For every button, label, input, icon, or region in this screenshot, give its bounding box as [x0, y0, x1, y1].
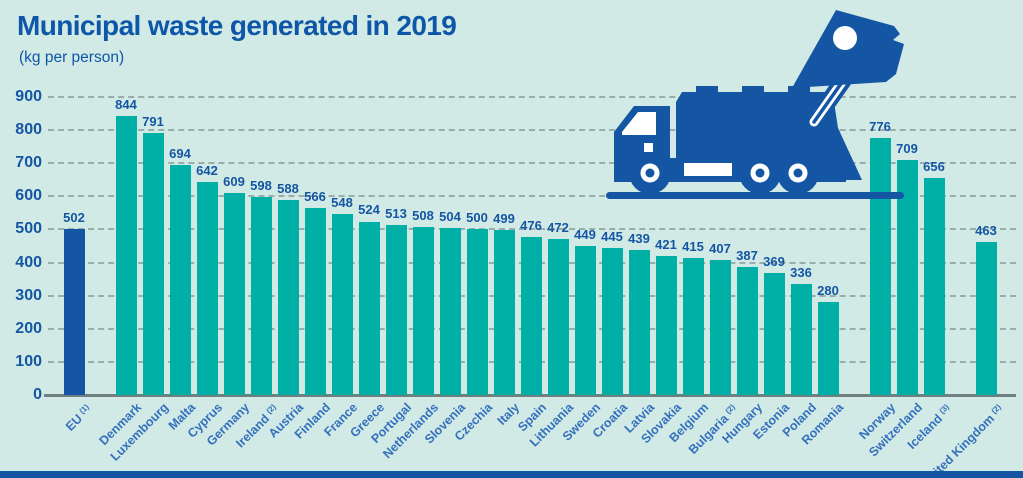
bar-value-luxembourg: 791 — [142, 114, 164, 130]
bar-latvia — [628, 249, 650, 395]
bar-value-belgium: 415 — [682, 238, 704, 254]
bar-portugal — [385, 225, 407, 395]
y-tick-label-300: 300 — [15, 286, 42, 304]
bar-value-iceland: 656 — [923, 158, 945, 174]
bar-value-switzerland: 709 — [896, 141, 918, 157]
bar-value-slovakia: 421 — [655, 236, 677, 252]
bar-estonia — [763, 272, 785, 395]
bar-austria — [277, 200, 299, 395]
bar-value-cyprus: 642 — [196, 163, 218, 179]
bar-denmark — [115, 115, 137, 395]
y-tick-label-0: 0 — [33, 386, 42, 403]
bar-finland — [304, 207, 326, 395]
bar-value-croatia: 445 — [601, 228, 623, 244]
y-tick-label-800: 800 — [15, 121, 42, 139]
bar-malta — [169, 165, 191, 395]
gridline-900 — [48, 96, 1016, 98]
bar-netherlands — [412, 226, 434, 395]
bar-germany — [223, 193, 245, 395]
bar-value-hungary: 387 — [736, 247, 758, 263]
bar-ireland — [250, 197, 272, 395]
bar-lithuania — [547, 238, 569, 395]
bar-greece — [358, 221, 380, 395]
gridline-500 — [48, 228, 1016, 231]
bar-slovenia — [439, 228, 461, 395]
bar-romania — [817, 302, 839, 395]
bar-eu — [63, 228, 85, 395]
bar-value-ireland: 598 — [250, 177, 272, 193]
bar-luxembourg — [142, 133, 164, 395]
bar-value-romania: 280 — [817, 283, 839, 299]
bar-value-finland: 566 — [304, 188, 326, 204]
bar-cyprus — [196, 182, 218, 395]
bar-value-poland: 336 — [790, 264, 812, 280]
bar-croatia — [601, 247, 623, 395]
bar-value-italy: 499 — [493, 210, 515, 226]
bar-value-denmark: 844 — [115, 96, 137, 112]
gridline-700 — [48, 162, 1016, 165]
truck-wheels — [629, 152, 819, 194]
bar-norway — [869, 138, 891, 395]
y-tick-label-100: 100 — [15, 352, 42, 370]
bar-value-greece: 524 — [358, 202, 380, 218]
bar-value-sweden: 449 — [574, 227, 596, 243]
bar-czechia — [466, 229, 488, 395]
truck-ground-line — [606, 192, 904, 199]
y-tick-label-700: 700 — [15, 154, 42, 172]
bar-belgium — [682, 257, 704, 395]
bar-value-netherlands: 508 — [412, 207, 434, 223]
bar-united-kingdom — [975, 241, 997, 395]
bar-value-bulgaria: 407 — [709, 241, 731, 257]
bar-value-czechia: 500 — [466, 210, 488, 226]
bar-value-united-kingdom: 463 — [975, 222, 997, 238]
bar-value-slovenia: 504 — [439, 209, 461, 225]
gridline-800 — [48, 129, 1016, 132]
bar-bulgaria — [709, 260, 731, 395]
bar-italy — [493, 229, 515, 395]
garbage-truck-icon — [606, 10, 904, 199]
y-tick-label-400: 400 — [15, 253, 42, 271]
bar-sweden — [574, 246, 596, 395]
y-tick-label-900: 900 — [15, 88, 42, 105]
bar-value-estonia: 369 — [763, 253, 785, 269]
bar-value-portugal: 513 — [385, 206, 407, 222]
bar-value-latvia: 439 — [628, 230, 650, 246]
y-tick-label-600: 600 — [15, 187, 42, 205]
bar-value-eu: 502 — [63, 209, 85, 225]
bar-hungary — [736, 266, 758, 395]
bar-value-austria: 588 — [277, 181, 299, 197]
bar-slovakia — [655, 255, 677, 395]
bar-value-lithuania: 472 — [547, 219, 569, 235]
bar-value-france: 548 — [331, 194, 353, 210]
bar-switzerland — [896, 160, 918, 395]
chart-title: Municipal waste generated in 2019 — [17, 10, 457, 41]
bar-value-malta: 694 — [169, 146, 191, 162]
footer-strip — [0, 471, 1023, 478]
bar-iceland — [923, 177, 945, 395]
gridline-600 — [48, 195, 1016, 198]
x-axis-line — [44, 394, 1016, 397]
chart-unit-label: (kg per person) — [19, 49, 125, 66]
bar-value-germany: 609 — [223, 174, 245, 190]
bar-spain — [520, 237, 542, 395]
bar-value-norway: 776 — [869, 119, 891, 135]
y-tick-label-500: 500 — [15, 220, 42, 238]
bar-poland — [790, 283, 812, 395]
truck-container — [792, 10, 904, 88]
bar-value-spain: 476 — [520, 218, 542, 234]
bar-france — [331, 213, 353, 395]
y-tick-label-200: 200 — [15, 319, 42, 337]
